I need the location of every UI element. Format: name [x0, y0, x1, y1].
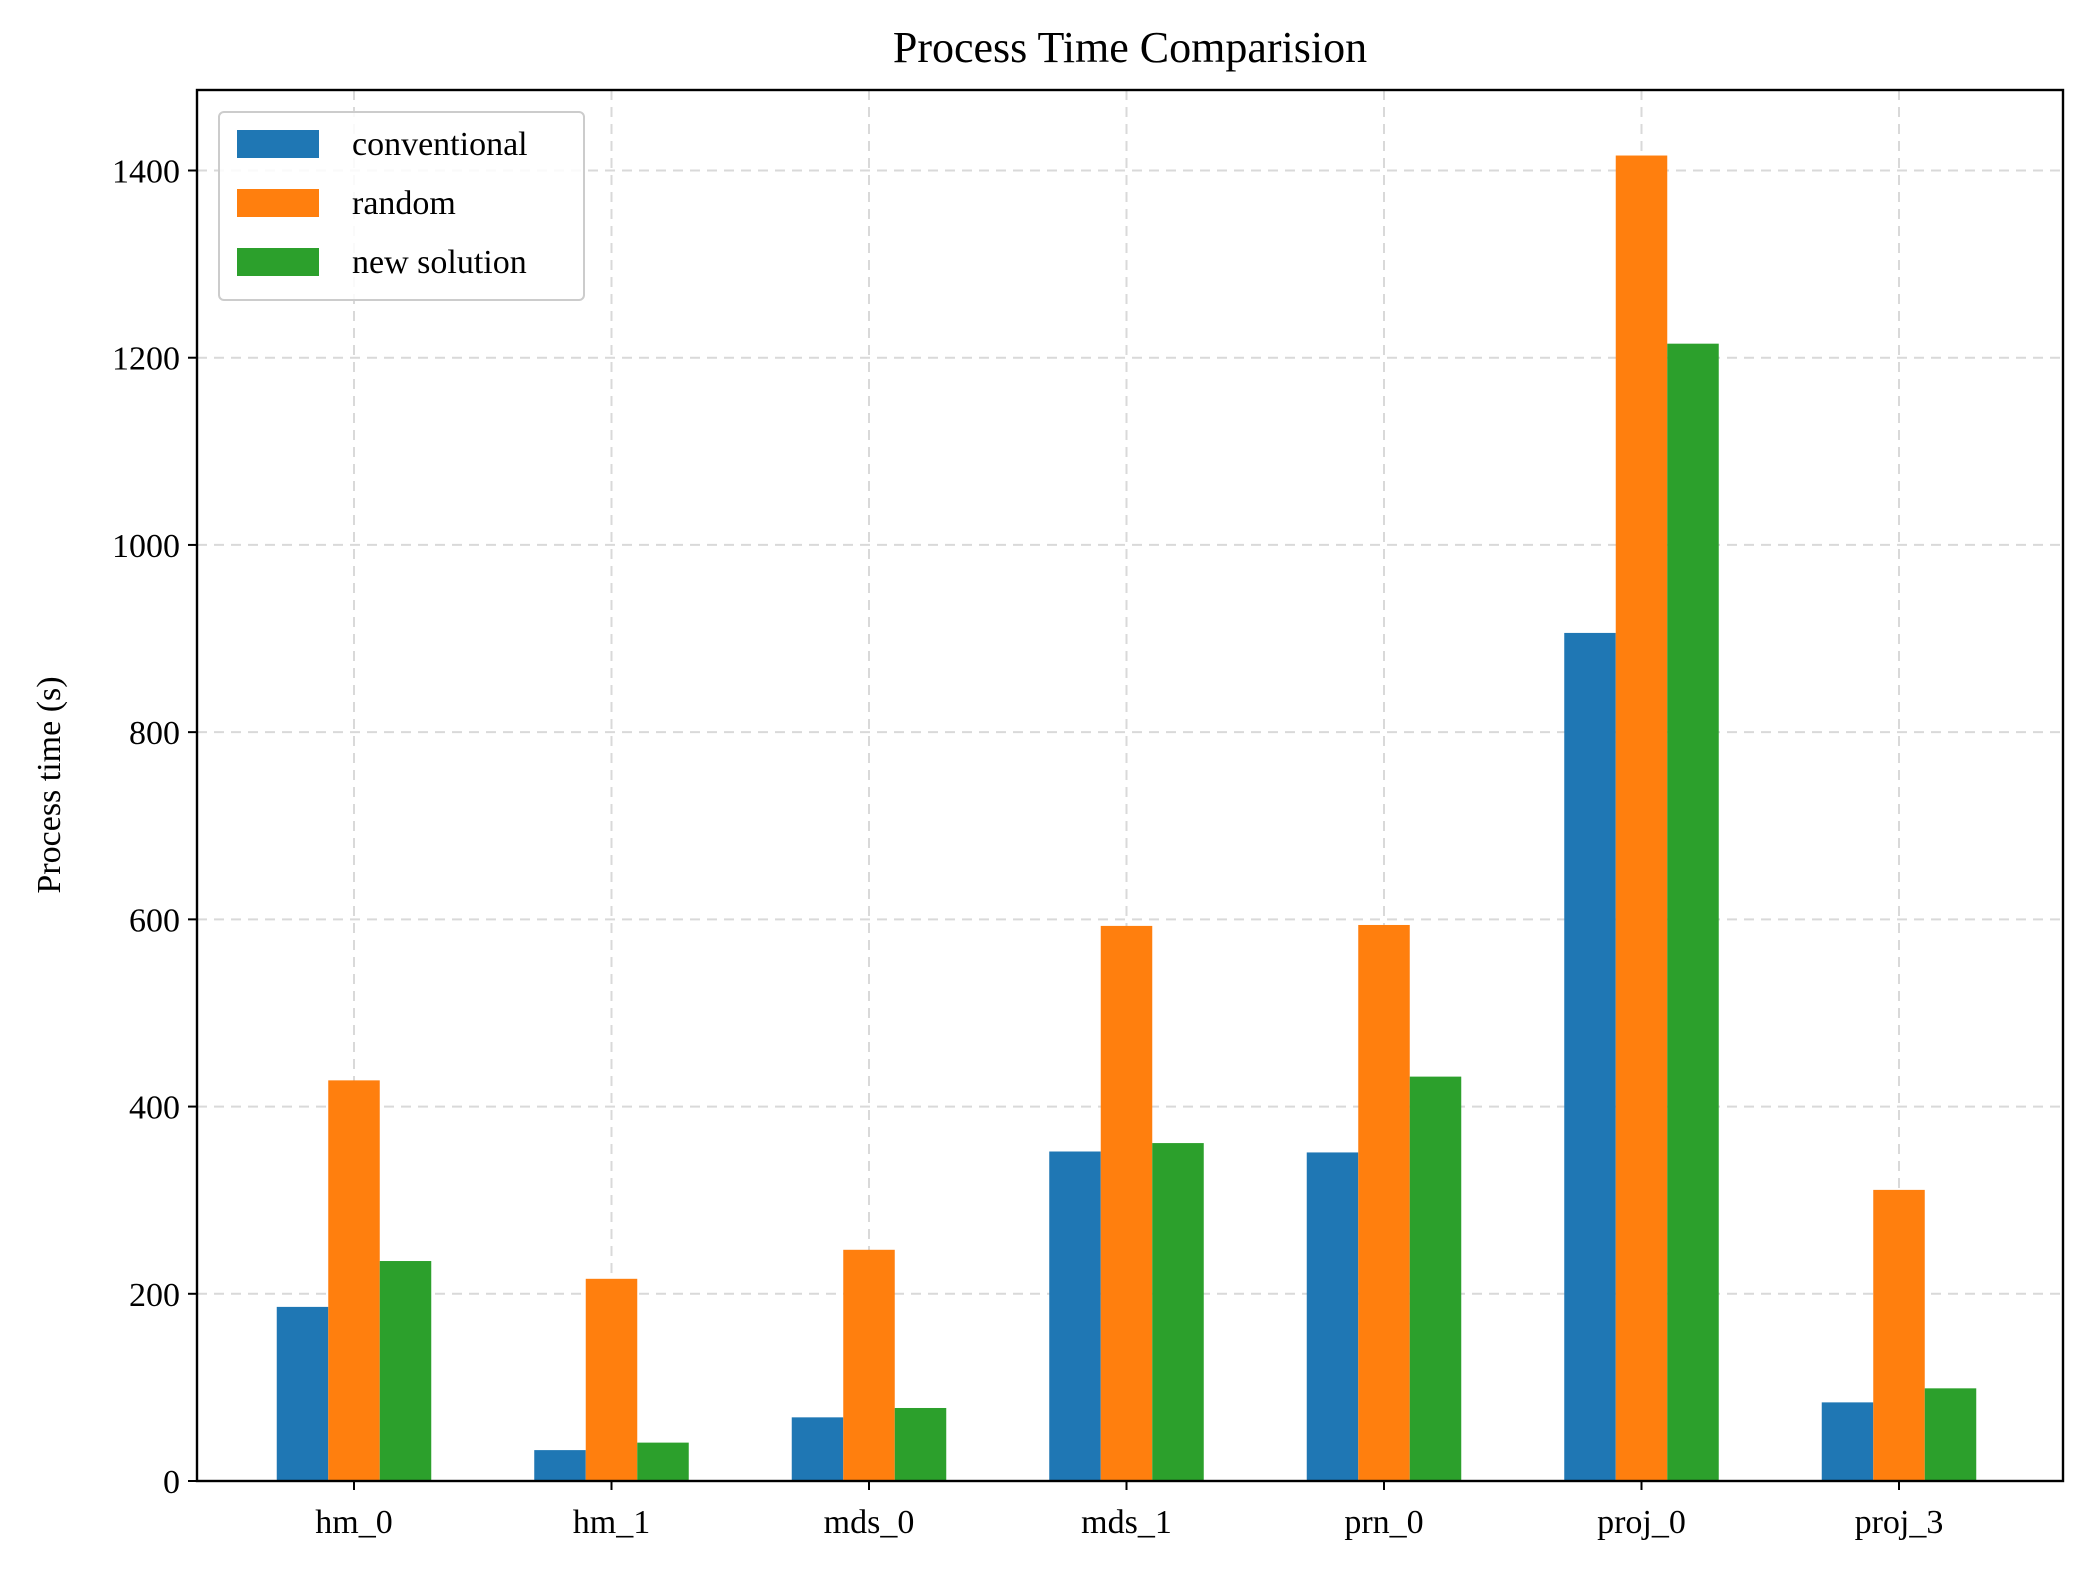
x-tick-label: mds_0: [824, 1504, 915, 1541]
x-tick-label: hm_0: [315, 1504, 392, 1541]
y-tick-label: 1000: [112, 528, 180, 565]
bar-new-solution-mds_0: [894, 1407, 947, 1481]
bar-random-proj_3: [1873, 1189, 1925, 1481]
bar-new-solution-proj_3: [1924, 1388, 1977, 1481]
y-tick-label: 200: [129, 1277, 180, 1314]
x-tick-label: prn_0: [1344, 1504, 1423, 1541]
bar-conventional-prn_0: [1306, 1152, 1359, 1481]
legend-label-random: random: [352, 185, 456, 222]
x-tick-label: mds_1: [1081, 1504, 1172, 1541]
bars-layer: [276, 155, 1977, 1482]
bar-new-solution-prn_0: [1409, 1076, 1462, 1481]
bar-new-solution-proj_0: [1667, 343, 1719, 1482]
ticks-layer: 0 200 400 600 800 1000 1200 1400 hm_0 hm_1 mds_0 md…: [112, 154, 1943, 1541]
y-tick-label: 1200: [112, 341, 180, 378]
bar-new-solution-hm_1: [637, 1442, 689, 1481]
x-tick-label: proj_0: [1597, 1504, 1686, 1541]
bar-conventional-hm_1: [534, 1450, 586, 1481]
bar-random-proj_0: [1615, 155, 1668, 1481]
bar-random-prn_0: [1358, 924, 1410, 1481]
y-tick-label: 400: [129, 1090, 180, 1127]
bar-conventional-proj_0: [1564, 632, 1616, 1481]
y-axis-label: Process time (s): [31, 676, 68, 893]
legend-swatch-conventional: [237, 130, 319, 158]
y-tick-label: 600: [129, 902, 180, 939]
bar-random-hm_0: [328, 1080, 380, 1481]
y-tick-label: 0: [163, 1464, 180, 1501]
bar-new-solution-hm_0: [379, 1261, 432, 1481]
bar-conventional-mds_1: [1049, 1151, 1101, 1481]
plot-frame: [195, 88, 2065, 1483]
legend: conventional random new solution: [218, 111, 585, 301]
y-tick-label: 800: [129, 715, 180, 752]
x-tick-label: hm_1: [573, 1504, 650, 1541]
bar-conventional-mds_0: [791, 1417, 844, 1481]
y-tick-label: 1400: [112, 154, 180, 191]
bar-conventional-hm_0: [276, 1306, 329, 1481]
bar-conventional-proj_3: [1821, 1402, 1874, 1481]
x-tick-label: proj_3: [1855, 1504, 1944, 1541]
legend-swatch-random: [237, 189, 319, 217]
bar-random-hm_1: [585, 1278, 638, 1481]
legend-swatch-new-solution: [237, 248, 319, 276]
bar-random-mds_1: [1100, 925, 1153, 1481]
legend-label-conventional: conventional: [352, 126, 528, 163]
chart-title: Process Time Comparision: [893, 23, 1367, 72]
legend-label-new-solution: new solution: [352, 244, 527, 281]
bar-new-solution-mds_1: [1152, 1143, 1204, 1481]
bar-random-mds_0: [843, 1249, 895, 1481]
